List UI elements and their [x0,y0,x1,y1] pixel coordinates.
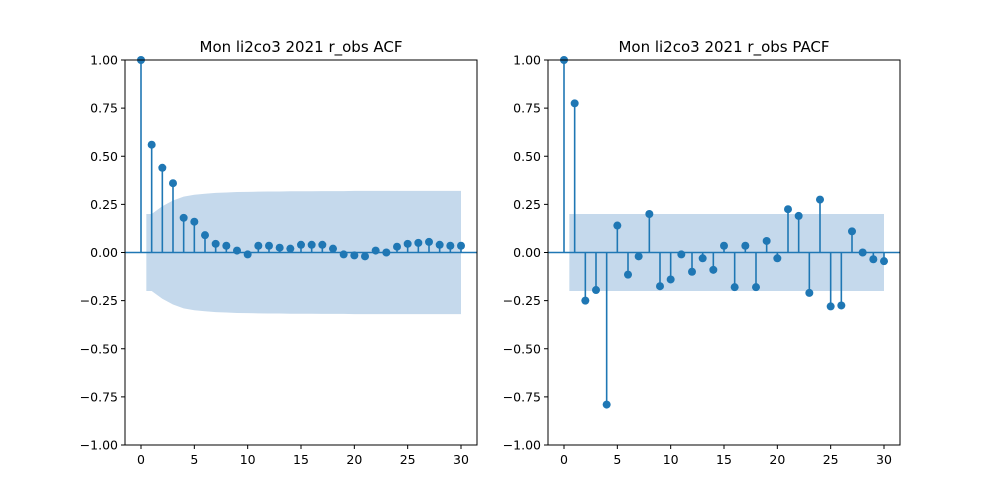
pacf-xtick-label: 20 [769,452,785,467]
acf-marker-lag-16 [307,240,316,249]
pacf-xtick-label: 10 [663,452,679,467]
acf-ytick-label: 0.75 [90,101,118,116]
pacf-marker-lag-18 [752,283,760,292]
acf-marker-lag-9 [233,246,241,255]
acf-marker-lag-5 [190,217,199,226]
acf-panel: Mon li2co3 2021 r_obs ACF −1.00 −0.75 −0.5… [80,38,478,467]
acf-title: Mon li2co3 2021 r_obs ACF [200,38,403,57]
acf-marker-lag-29 [446,241,455,250]
pacf-marker-lag-14 [709,265,718,274]
pacf-marker-lag-30 [880,257,888,266]
acf-ytick-label: −1.00 [80,438,118,453]
pacf-marker-lag-15 [720,241,728,250]
pacf-marker-lag-13 [698,254,707,263]
pacf-ytick-label: 0.25 [513,197,541,212]
pacf-marker-lag-25 [826,302,835,311]
pacf-panel: Mon li2co3 2021 r_obs PACF −1.00 −0.75 −0.… [503,38,901,467]
acf-marker-lag-11 [254,241,263,250]
acf-xtick-label: 30 [453,452,469,467]
acf-ytick-label: 0.00 [90,245,118,260]
acf-marker-lag-21 [361,252,369,261]
pacf-marker-lag-28 [858,248,867,257]
pacf-marker-lag-1 [570,99,579,108]
acf-marker-lag-3 [169,179,177,188]
acf-marker-lag-4 [179,213,188,222]
pacf-title: Mon li2co3 2021 r_obs PACF [618,38,829,57]
acf-marker-lag-28 [435,240,444,249]
acf-plot-area: −1.00 −0.75 −0.50 −0.25 0.00 0.25 0.50 0.75 1.00… [80,53,478,467]
acf-marker-lag-19 [339,250,348,259]
acf-ytick-label: 0.25 [90,197,118,212]
pacf-marker-lag-21 [784,205,792,214]
acf-marker-lag-8 [222,241,231,250]
pacf-marker-lag-20 [773,254,782,263]
acf-marker-lag-27 [425,237,433,246]
pacf-ytick-label: 0.50 [513,149,541,164]
acf-marker-lag-12 [265,241,273,250]
pacf-xtick-label: 5 [613,452,621,467]
pacf-ytick-label: −0.50 [503,341,541,356]
pacf-marker-lag-9 [656,282,664,291]
pacf-marker-lag-27 [848,227,856,236]
pacf-marker-lag-11 [677,250,686,259]
acf-ytick-label: 0.50 [90,149,118,164]
acf-xtick-label: 20 [346,452,362,467]
acf-ytick-label: −0.25 [80,293,118,308]
acf-marker-lag-2 [158,163,167,172]
pacf-ytick-label: 1.00 [513,53,541,68]
pacf-marker-lag-22 [794,211,803,220]
pacf-marker-lag-24 [816,195,824,204]
acf-marker-lag-7 [211,239,220,248]
pacf-marker-lag-10 [666,275,675,284]
acf-marker-lag-23 [382,248,391,257]
acf-ytick-label: −0.50 [80,341,118,356]
acf-marker-lag-17 [318,240,327,249]
pacf-marker-lag-4 [602,400,611,409]
acf-marker-lag-25 [403,239,412,248]
acf-marker-lag-18 [329,244,337,253]
pacf-marker-lag-17 [741,241,750,250]
acf-marker-lag-22 [371,246,380,255]
acf-marker-lag-30 [457,241,465,250]
pacf-marker-lag-12 [688,267,696,276]
acf-ytick-label: −0.75 [80,389,118,404]
acf-marker-lag-13 [275,243,284,252]
pacf-marker-lag-8 [645,210,654,218]
acf-xtick-label: 10 [240,452,256,467]
pacf-marker-lag-16 [730,283,739,292]
pacf-ytick-label: −0.75 [503,389,541,404]
acf-marker-lag-20 [350,251,359,260]
pacf-marker-lag-29 [869,255,878,264]
acf-xtick-label: 25 [400,452,416,467]
pacf-ytick-label: 0.75 [513,101,541,116]
pacf-xtick-label: 30 [876,452,892,467]
acf-xtick-label: 5 [190,452,198,467]
pacf-marker-lag-6 [624,270,632,279]
acf-ytick-label: 1.00 [90,53,118,68]
pacf-marker-lag-23 [805,288,814,297]
pacf-xtick-label: 0 [560,452,568,467]
acf-marker-lag-14 [286,244,295,253]
pacf-plot-area: −1.00 −0.75 −0.50 −0.25 0.00 0.25 0.50 0.75 1.00… [503,53,901,467]
pacf-marker-lag-26 [837,301,846,310]
pacf-marker-lag-5 [613,221,622,230]
acf-marker-lag-10 [243,250,252,259]
pacf-xtick-label: 15 [716,452,732,467]
acf-marker-lag-6 [201,231,209,240]
pacf-xtick-label: 25 [823,452,839,467]
pacf-marker-lag-2 [581,296,590,305]
pacf-ytick-label: −1.00 [503,438,541,453]
acf-marker-lag-26 [414,238,423,247]
pacf-marker-lag-7 [634,252,643,261]
acf-marker-lag-24 [393,242,401,251]
acf-marker-lag-1 [147,140,156,149]
pacf-marker-lag-3 [592,286,600,295]
pacf-marker-lag-19 [762,236,771,245]
pacf-ytick-label: 0.00 [513,245,541,260]
acf-marker-lag-15 [297,240,305,249]
pacf-ytick-label: −0.25 [503,293,541,308]
acf-xtick-label: 15 [293,452,309,467]
acf-xtick-label: 0 [137,452,145,467]
